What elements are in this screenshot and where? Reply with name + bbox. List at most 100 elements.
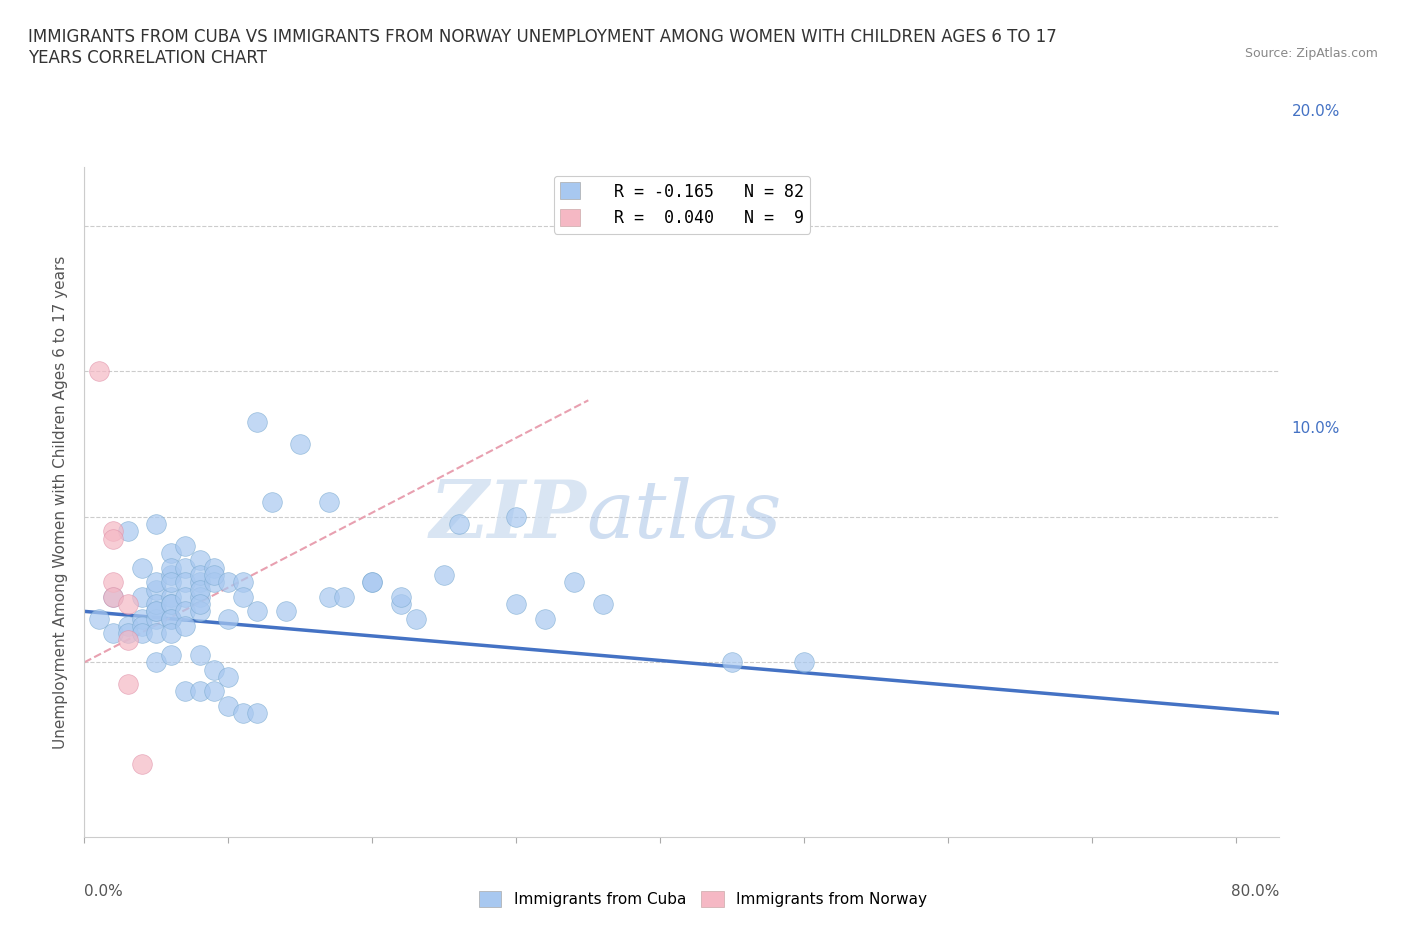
Point	[159, 611, 181, 626]
Point	[145, 604, 167, 618]
Point	[101, 531, 124, 546]
Point	[131, 626, 153, 641]
Point	[159, 590, 181, 604]
Point	[361, 575, 384, 590]
Point	[159, 647, 181, 662]
Point	[217, 698, 239, 713]
Point	[159, 611, 181, 626]
Point	[447, 516, 470, 531]
Point	[117, 597, 139, 612]
Point	[217, 670, 239, 684]
Point	[159, 567, 181, 582]
Text: 20.0%: 20.0%	[1291, 104, 1340, 119]
Legend: Immigrants from Cuba, Immigrants from Norway: Immigrants from Cuba, Immigrants from No…	[472, 884, 934, 913]
Point	[232, 706, 254, 721]
Point	[101, 590, 124, 604]
Text: 0.0%: 0.0%	[84, 884, 124, 899]
Point	[188, 590, 211, 604]
Text: ZIP: ZIP	[429, 477, 586, 554]
Text: atlas: atlas	[586, 477, 782, 554]
Point	[131, 618, 153, 633]
Point	[188, 597, 211, 612]
Point	[246, 604, 269, 618]
Point	[290, 436, 312, 451]
Point	[174, 575, 197, 590]
Point	[145, 575, 167, 590]
Point	[174, 604, 197, 618]
Point	[117, 626, 139, 641]
Text: 10.0%: 10.0%	[1291, 420, 1340, 435]
Point	[389, 590, 412, 604]
Point	[159, 575, 181, 590]
Point	[159, 626, 181, 641]
Point	[188, 567, 211, 582]
Point	[87, 364, 110, 379]
Point	[145, 655, 167, 670]
Point	[87, 611, 110, 626]
Point	[101, 626, 124, 641]
Point	[145, 582, 167, 597]
Point	[145, 516, 167, 531]
Point	[188, 647, 211, 662]
Point	[159, 597, 181, 612]
Point	[145, 604, 167, 618]
Point	[145, 597, 167, 612]
Point	[202, 560, 225, 575]
Point	[202, 575, 225, 590]
Point	[505, 597, 527, 612]
Legend:   R = -0.165   N = 82,   R =  0.040   N =  9: R = -0.165 N = 82, R = 0.040 N = 9	[554, 176, 810, 233]
Point	[202, 662, 225, 677]
Point	[131, 611, 153, 626]
Point	[246, 706, 269, 721]
Point	[159, 597, 181, 612]
Point	[159, 560, 181, 575]
Point	[260, 495, 283, 510]
Point	[188, 582, 211, 597]
Point	[188, 553, 211, 568]
Point	[188, 575, 211, 590]
Point	[318, 590, 340, 604]
Point	[174, 590, 197, 604]
Point	[174, 560, 197, 575]
Point	[232, 575, 254, 590]
Point	[217, 575, 239, 590]
Point	[389, 597, 412, 612]
Point	[232, 590, 254, 604]
Point	[217, 611, 239, 626]
Point	[131, 757, 153, 772]
Point	[159, 546, 181, 561]
Point	[202, 684, 225, 698]
Point	[246, 415, 269, 430]
Point	[361, 575, 384, 590]
Y-axis label: Unemployment Among Women with Children Ages 6 to 17 years: Unemployment Among Women with Children A…	[53, 256, 69, 749]
Point	[592, 597, 614, 612]
Point	[145, 611, 167, 626]
Point	[202, 567, 225, 582]
Point	[433, 567, 456, 582]
Point	[117, 677, 139, 692]
Point	[188, 684, 211, 698]
Point	[332, 590, 354, 604]
Point	[505, 510, 527, 525]
Point	[117, 633, 139, 648]
Point	[174, 684, 197, 698]
Point	[101, 575, 124, 590]
Point	[101, 590, 124, 604]
Point	[318, 495, 340, 510]
Point	[117, 524, 139, 538]
Point	[793, 655, 815, 670]
Point	[562, 575, 585, 590]
Point	[131, 590, 153, 604]
Point	[405, 611, 427, 626]
Point	[188, 604, 211, 618]
Point	[174, 538, 197, 553]
Point	[721, 655, 744, 670]
Point	[101, 524, 124, 538]
Point	[534, 611, 557, 626]
Point	[117, 618, 139, 633]
Text: IMMIGRANTS FROM CUBA VS IMMIGRANTS FROM NORWAY UNEMPLOYMENT AMONG WOMEN WITH CHI: IMMIGRANTS FROM CUBA VS IMMIGRANTS FROM …	[28, 28, 1057, 67]
Text: Source: ZipAtlas.com: Source: ZipAtlas.com	[1244, 46, 1378, 60]
Point	[131, 560, 153, 575]
Text: 80.0%: 80.0%	[1232, 884, 1279, 899]
Point	[274, 604, 297, 618]
